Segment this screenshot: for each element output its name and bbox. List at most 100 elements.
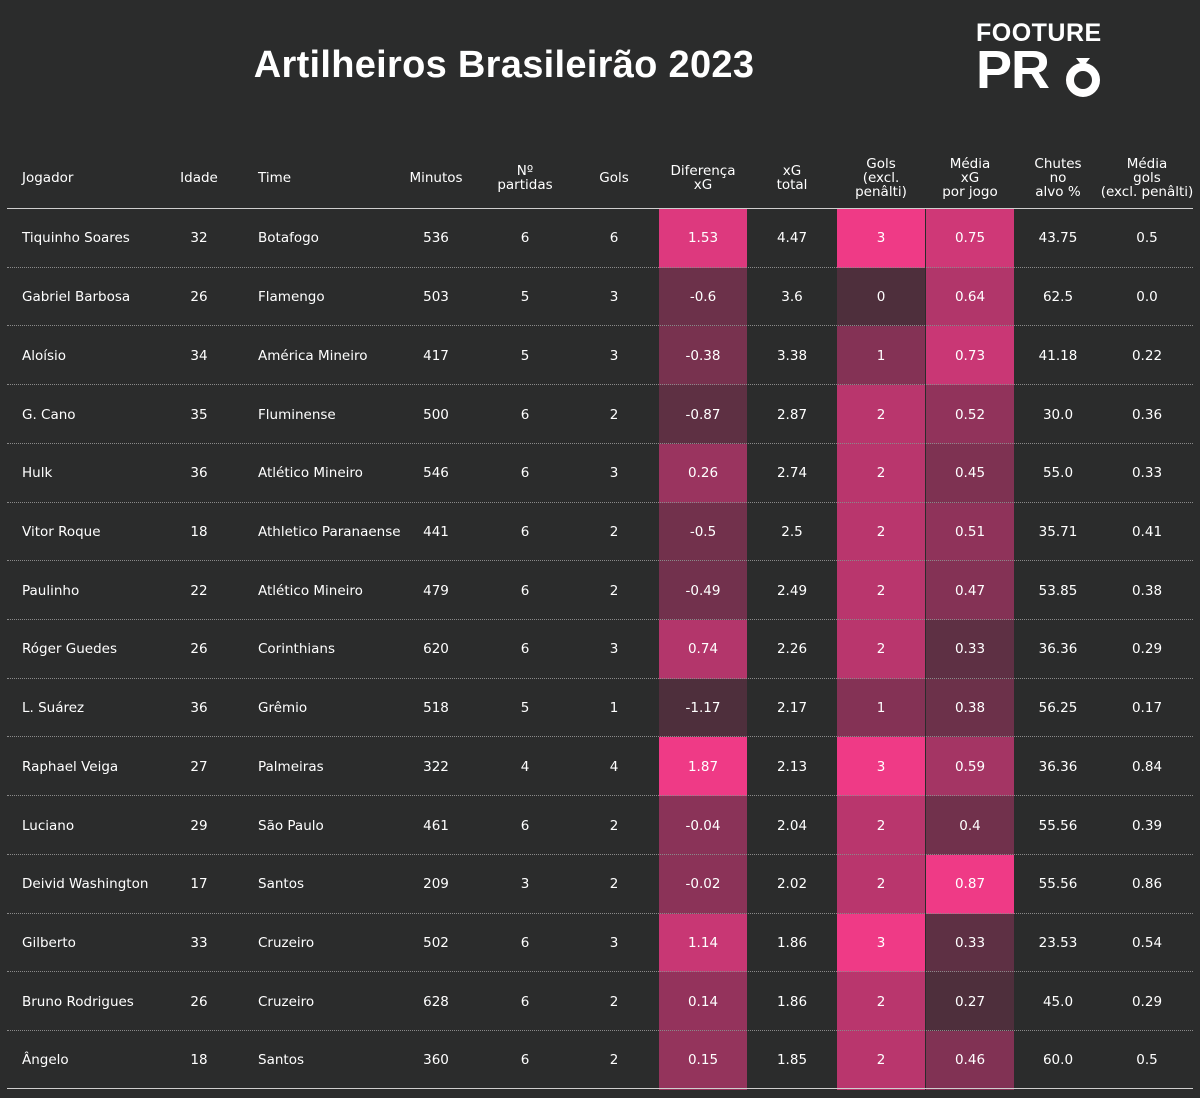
cell-gols-excl: 1 — [837, 326, 925, 386]
cell-chutes: 30.0 — [1042, 406, 1074, 423]
table-row: Aloísio 34 América Mineiro 417 5 3 -0.38 3.38 1 0… — [0, 326, 1200, 386]
cell-xg-total: 2.02 — [776, 876, 808, 893]
table-row: Ângelo 18 Santos 360 6 2 0.15 1.85 2 0.46 60.0 0.5 — [0, 1031, 1200, 1090]
cell-gols: 3 — [609, 641, 619, 658]
column-header-jogador: Jogador — [22, 170, 74, 186]
row-separator — [7, 560, 1193, 562]
cell-xg-total: 2.17 — [776, 700, 808, 717]
cell-media-xg: 0.52 — [926, 385, 1014, 444]
cell-idade: 34 — [190, 347, 208, 364]
cell-chutes: 60.0 — [1042, 1052, 1074, 1069]
cell-minutos: 503 — [423, 289, 449, 306]
cell-jogador: Gilberto — [22, 934, 76, 951]
logo-line-1: FOOTURE — [976, 19, 1102, 47]
cell-media-xg: 0.33 — [926, 913, 1014, 973]
cell-media-gols: 0.36 — [1131, 406, 1163, 423]
cell-media-gols: 0.84 — [1131, 758, 1163, 775]
cell-time: Corinthians — [258, 641, 336, 658]
cell-xg-total: 2.87 — [776, 406, 808, 423]
cell-chutes: 41.18 — [1038, 347, 1078, 364]
cell-media-gols: 0.5 — [1136, 1052, 1158, 1069]
cell-idade: 35 — [190, 406, 208, 423]
cell-media-gols: 0.86 — [1131, 876, 1163, 893]
cell-gols: 3 — [609, 347, 619, 364]
cell-time: Santos — [258, 876, 304, 893]
cell-gols: 2 — [609, 406, 619, 423]
cell-time: São Paulo — [258, 817, 324, 834]
cell-jogador: Tiquinho Soares — [22, 230, 130, 247]
cell-time: Grêmio — [258, 700, 308, 717]
cell-media-xg: 0.64 — [926, 267, 1014, 327]
column-header-gols: Gols — [599, 170, 629, 186]
cell-media-xg: 0.73 — [926, 326, 1014, 386]
cell-xg-total: 3.6 — [781, 289, 803, 306]
column-header-minutos: Minutos — [409, 170, 463, 186]
cell-chutes: 55.56 — [1038, 876, 1078, 893]
cell-dif-xg: 1.87 — [659, 737, 747, 797]
cell-chutes: 35.71 — [1038, 523, 1078, 540]
cell-dif-xg: -0.04 — [659, 796, 747, 855]
cell-media-gols: 0.17 — [1131, 700, 1163, 717]
cell-chutes: 36.36 — [1038, 641, 1078, 658]
cell-media-xg: 0.87 — [926, 854, 1014, 914]
cell-minutos: 417 — [423, 347, 449, 364]
cell-time: Athletico Paranaense — [258, 523, 401, 540]
cell-jogador: L. Suárez — [22, 700, 85, 717]
header-divider — [7, 208, 1193, 209]
column-header-media-xg: Média xG por jogo — [942, 156, 998, 200]
cell-dif-xg: -0.38 — [659, 326, 747, 386]
cell-time: Palmeiras — [258, 758, 324, 775]
cell-partidas: 5 — [520, 700, 530, 717]
column-header-gols-excl: Gols (excl. penâlti) — [855, 156, 907, 200]
row-separator — [7, 266, 1193, 268]
cell-idade: 36 — [190, 465, 208, 482]
cell-chutes: 56.25 — [1038, 700, 1078, 717]
cell-chutes: 23.53 — [1038, 934, 1078, 951]
cell-dif-xg: 0.15 — [659, 1031, 747, 1090]
cell-media-gols: 0.39 — [1131, 817, 1163, 834]
cell-xg-total: 2.13 — [776, 758, 808, 775]
cell-gols-excl: 0 — [837, 267, 925, 327]
cell-time: Botafogo — [258, 230, 319, 247]
table-header: Jogador Idade Time Minutos Nº partidas Gols Di… — [0, 146, 1200, 210]
cell-minutos: 536 — [423, 230, 449, 247]
cell-chutes: 55.0 — [1042, 465, 1074, 482]
table-body: Tiquinho Soares 32 Botafogo 536 6 6 1.53 4.47 3 0… — [0, 209, 1200, 1090]
cell-xg-total: 2.49 — [776, 582, 808, 599]
cell-gols: 2 — [609, 1052, 619, 1069]
cell-media-gols: 0.54 — [1131, 934, 1163, 951]
cell-idade: 27 — [190, 758, 208, 775]
cell-xg-total: 3.38 — [776, 347, 808, 364]
cell-xg-total: 2.04 — [776, 817, 808, 834]
cell-dif-xg: 0.26 — [659, 443, 747, 503]
cell-minutos: 620 — [423, 641, 449, 658]
cell-gols: 6 — [609, 230, 619, 247]
cell-partidas: 6 — [520, 993, 530, 1010]
cell-media-xg: 0.45 — [926, 443, 1014, 503]
column-header-dif-xg: Diferença xG — [670, 163, 736, 193]
cell-chutes: 45.0 — [1042, 993, 1074, 1010]
cell-media-xg: 0.38 — [926, 678, 1014, 738]
cell-jogador: Hulk — [22, 465, 53, 482]
cell-gols: 4 — [609, 758, 619, 775]
cell-jogador: Paulinho — [22, 582, 80, 599]
cell-media-xg: 0.75 — [926, 209, 1014, 268]
cell-dif-xg: -0.87 — [659, 385, 747, 444]
row-separator — [7, 501, 1193, 503]
cell-gols-excl: 2 — [837, 854, 925, 914]
cell-time: Cruzeiro — [258, 993, 315, 1010]
cell-partidas: 6 — [520, 1052, 530, 1069]
row-separator — [7, 1030, 1193, 1032]
cell-media-gols: 0.5 — [1136, 230, 1158, 247]
column-header-media-gols: Média gols (excl. penâlti) — [1100, 156, 1194, 200]
cell-minutos: 360 — [423, 1052, 449, 1069]
table-row: Róger Guedes 26 Corinthians 620 6 3 0.74 2.26 2 0… — [0, 620, 1200, 679]
cell-xg-total: 2.5 — [781, 523, 803, 540]
cell-gols-excl: 2 — [837, 620, 925, 679]
cell-dif-xg: 0.14 — [659, 972, 747, 1032]
cell-time: Atlético Mineiro — [258, 582, 363, 599]
table-row: Gabriel Barbosa 26 Flamengo 503 5 3 -0.6 3.6 0 0.… — [0, 267, 1200, 327]
cell-xg-total: 1.86 — [776, 934, 808, 951]
cell-gols: 2 — [609, 523, 619, 540]
cell-idade: 36 — [190, 700, 208, 717]
